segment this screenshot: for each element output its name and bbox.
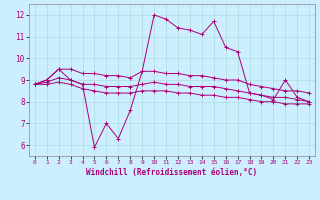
X-axis label: Windchill (Refroidissement éolien,°C): Windchill (Refroidissement éolien,°C): [86, 168, 258, 177]
